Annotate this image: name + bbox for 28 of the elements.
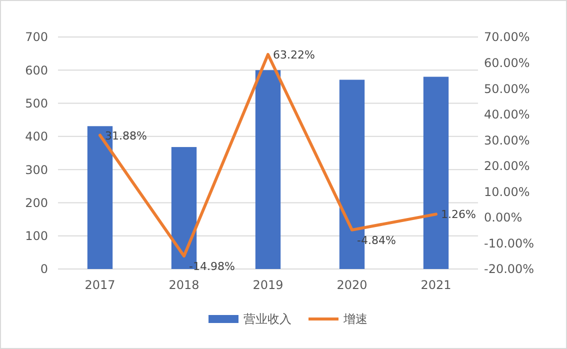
y2-tick-label: 40.00% xyxy=(484,108,530,122)
x-tick-label: 2017 xyxy=(84,278,116,292)
y2-tick-label: -20.00% xyxy=(484,262,534,276)
legend-label: 营业收入 xyxy=(244,312,292,326)
y2-tick-label: -10.00% xyxy=(484,236,534,250)
y-tick-label: 300 xyxy=(25,162,48,177)
y2-tick-label: 20.00% xyxy=(484,159,530,174)
x-tick-label: 2021 xyxy=(420,278,452,292)
y-tick-label: 400 xyxy=(25,130,48,144)
y-tick-label: 200 xyxy=(25,196,48,210)
y-tick-label: 500 xyxy=(25,96,48,110)
y2-tick-label: 30.00% xyxy=(484,133,530,148)
y2-tick-label: 0.00% xyxy=(484,210,522,225)
y2-tick-label: 70.00% xyxy=(484,30,530,44)
y-tick-label: 700 xyxy=(25,30,48,44)
y2-tick-label: 10.00% xyxy=(484,184,530,199)
x-tick-label: 2020 xyxy=(336,278,368,292)
data-label: -14.98% xyxy=(189,260,235,274)
y-tick-label: 600 xyxy=(25,63,48,78)
data-label: 63.22% xyxy=(273,48,315,62)
y-tick-label: 100 xyxy=(25,229,48,244)
x-tick-label: 2019 xyxy=(252,278,284,292)
y-tick-label: 0 xyxy=(40,262,48,276)
y2-tick-label: 50.00% xyxy=(484,82,530,96)
x-tick-label: 2018 xyxy=(168,278,200,292)
bar xyxy=(255,70,281,269)
y2-tick-label: 60.00% xyxy=(484,56,530,70)
legend-label: 增速 xyxy=(342,312,368,326)
